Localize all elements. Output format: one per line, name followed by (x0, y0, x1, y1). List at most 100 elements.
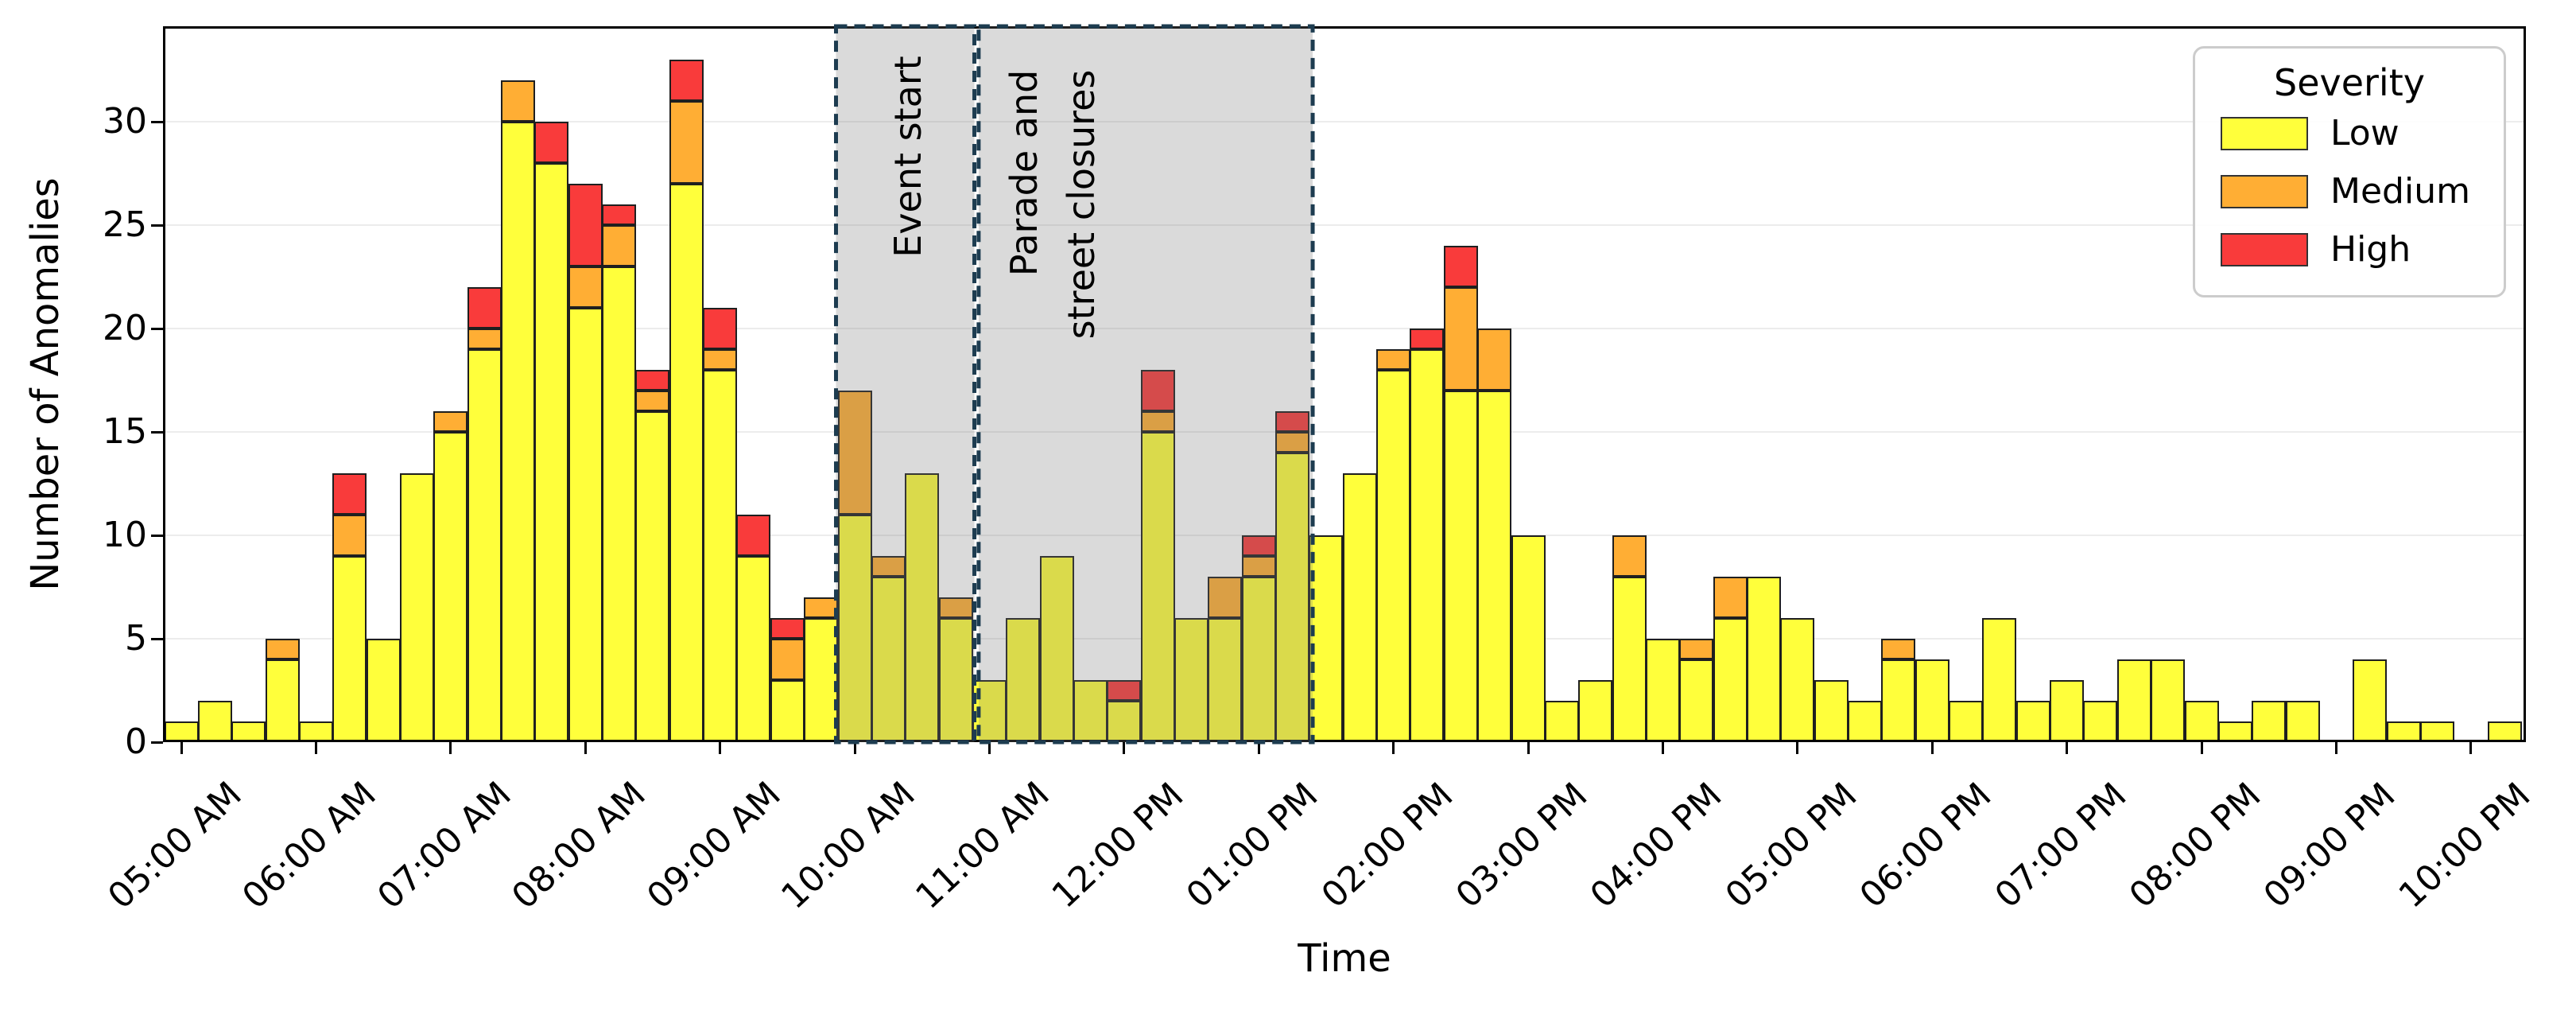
bar-08:15-medium (602, 225, 637, 266)
bar-07:30-low (501, 122, 535, 742)
x-tick (1123, 742, 1126, 754)
bar-09:45-low (804, 618, 839, 742)
x-tick (449, 742, 452, 754)
bar-10:45-medium (938, 597, 973, 618)
bar-16:00-low (1645, 639, 1680, 742)
bar-06:15-medium (332, 515, 367, 556)
bar-14:15-low (1410, 349, 1445, 742)
bar-07:15-low (467, 349, 502, 742)
x-tick (719, 742, 722, 754)
bar-12:15-medium (1140, 411, 1175, 432)
bar-19:45-low (2151, 659, 2186, 742)
bar-05:45-medium (265, 639, 300, 659)
bar-05:45-low (265, 659, 300, 742)
x-tick (584, 742, 587, 754)
bar-06:15-low (332, 556, 367, 742)
legend-row-high: High (2195, 220, 2504, 278)
y-tick (151, 120, 163, 123)
bar-07:00-low (433, 432, 468, 742)
y-tick (151, 327, 163, 330)
bar-14:45-low (1477, 391, 1512, 742)
bar-10:00-low (837, 515, 872, 742)
bar-10:45-low (938, 618, 973, 742)
bar-11:45-low (1073, 680, 1108, 742)
bar-17:15-low (1814, 680, 1849, 742)
bar-14:00-medium (1376, 349, 1411, 370)
bar-12:00-low (1107, 701, 1142, 742)
bar-11:15-low (1006, 618, 1041, 742)
bar-13:00-medium (1241, 556, 1276, 577)
bar-21:30-low (2386, 721, 2421, 742)
legend-label-medium: Medium (2330, 171, 2470, 212)
bar-14:30-medium (1443, 287, 1478, 391)
bar-08:15-high (602, 204, 637, 225)
bar-15:00-low (1511, 535, 1546, 742)
bar-12:00-high (1107, 680, 1142, 701)
x-tick (853, 742, 856, 754)
bar-13:15-medium (1275, 432, 1310, 453)
bar-13:15-low (1275, 453, 1310, 742)
bar-06:45-low (399, 473, 434, 742)
bar-08:00-high (568, 184, 603, 266)
bar-08:00-medium (568, 266, 603, 308)
bar-11:30-low (1039, 556, 1074, 742)
x-tick (314, 742, 317, 754)
bar-07:15-medium (467, 329, 502, 349)
bar-09:00-medium (703, 349, 738, 370)
bar-08:45-high (669, 60, 704, 101)
x-tick (2066, 742, 2069, 754)
x-tick (1257, 742, 1260, 754)
x-tick (1392, 742, 1395, 754)
bar-08:30-medium (635, 391, 670, 411)
bar-18:15-low (1949, 701, 1984, 742)
bar-18:45-low (2015, 701, 2050, 742)
bar-13:00-high (1241, 535, 1276, 556)
bar-14:15-high (1410, 329, 1445, 349)
gridline (163, 224, 2526, 226)
y-tick (151, 224, 163, 227)
x-tick (2334, 742, 2337, 754)
bar-09:30-high (770, 618, 805, 639)
y-tick-label-20: 20 (103, 308, 147, 348)
bar-09:30-medium (770, 639, 805, 680)
gridline (163, 431, 2526, 433)
annotation-event-start: Event start (886, 56, 929, 258)
bar-07:30-medium (501, 80, 535, 122)
highlight-region-1 (976, 24, 1315, 745)
bar-08:30-high (635, 370, 670, 391)
bar-15:45-low (1612, 577, 1647, 742)
x-tick (2200, 742, 2203, 754)
bar-14:30-high (1443, 246, 1478, 287)
x-tick (1661, 742, 1664, 754)
bar-13:00-low (1241, 577, 1276, 742)
low-severity-swatch (2221, 116, 2308, 150)
y-tick (151, 534, 163, 537)
y-tick-label-15: 15 (103, 411, 147, 452)
y-tick-label-5: 5 (125, 618, 147, 659)
y-tick-label-10: 10 (103, 515, 147, 555)
bar-17:00-low (1780, 618, 1815, 742)
y-tick (151, 430, 163, 434)
bar-12:45-medium (1208, 577, 1243, 618)
bar-10:30-low (905, 473, 940, 742)
bar-16:30-medium (1713, 577, 1748, 618)
highlight-region-0 (834, 24, 977, 745)
y-tick (151, 741, 163, 744)
x-tick (987, 742, 991, 754)
bar-13:15-high (1275, 411, 1310, 432)
x-tick (1796, 742, 1799, 754)
bar-12:30-low (1174, 618, 1208, 742)
bar-16:15-medium (1679, 639, 1714, 659)
bar-07:45-high (534, 122, 569, 163)
bar-13:30-low (1309, 535, 1344, 742)
bar-06:15-high (332, 473, 367, 515)
bar-08:45-medium (669, 101, 704, 184)
bar-09:00-low (703, 370, 738, 742)
bar-07:15-high (467, 287, 502, 329)
x-tick (1930, 742, 1934, 754)
legend-row-medium: Medium (2195, 162, 2504, 220)
bar-15:30-low (1578, 680, 1613, 742)
bar-08:15-low (602, 266, 637, 742)
bar-14:45-medium (1477, 329, 1512, 391)
